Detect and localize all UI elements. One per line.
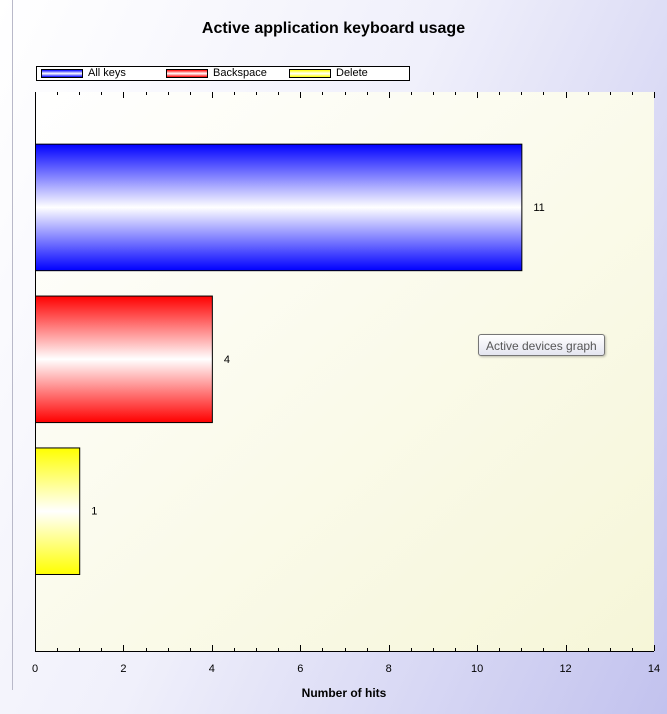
x-axis-label: Number of hits: [302, 686, 387, 700]
chart-title: Active application keyboard usage: [201, 20, 466, 37]
x-tick-label: 8: [386, 663, 392, 675]
x-tick-label: 4: [209, 663, 215, 675]
x-tick-label: 2: [120, 663, 126, 675]
legend-swatch-all-keys: [41, 69, 83, 78]
bar-backspace: [35, 295, 213, 424]
x-tick-label: 6: [297, 663, 303, 675]
bar-delete: [35, 447, 81, 575]
tooltip: Active devices graph: [478, 334, 605, 356]
x-tick-label: 0: [32, 663, 38, 675]
bar-all-keys: [35, 143, 523, 272]
data-label-backspace: 4: [224, 354, 230, 366]
legend-swatch-delete: [289, 69, 331, 78]
legend-swatch-backspace: [166, 69, 208, 78]
legend-label-backspace: Backspace: [213, 67, 267, 79]
data-label-delete: 1: [91, 506, 97, 518]
data-label-all-keys: 11: [533, 202, 544, 214]
x-tick-label: 10: [471, 663, 483, 675]
x-tick-label: 14: [648, 663, 660, 675]
x-tick-label: 12: [559, 663, 571, 675]
legend-label-delete: Delete: [336, 67, 368, 79]
legend: All keys Backspace Delete: [36, 66, 410, 81]
legend-label-all-keys: All keys: [88, 67, 126, 79]
